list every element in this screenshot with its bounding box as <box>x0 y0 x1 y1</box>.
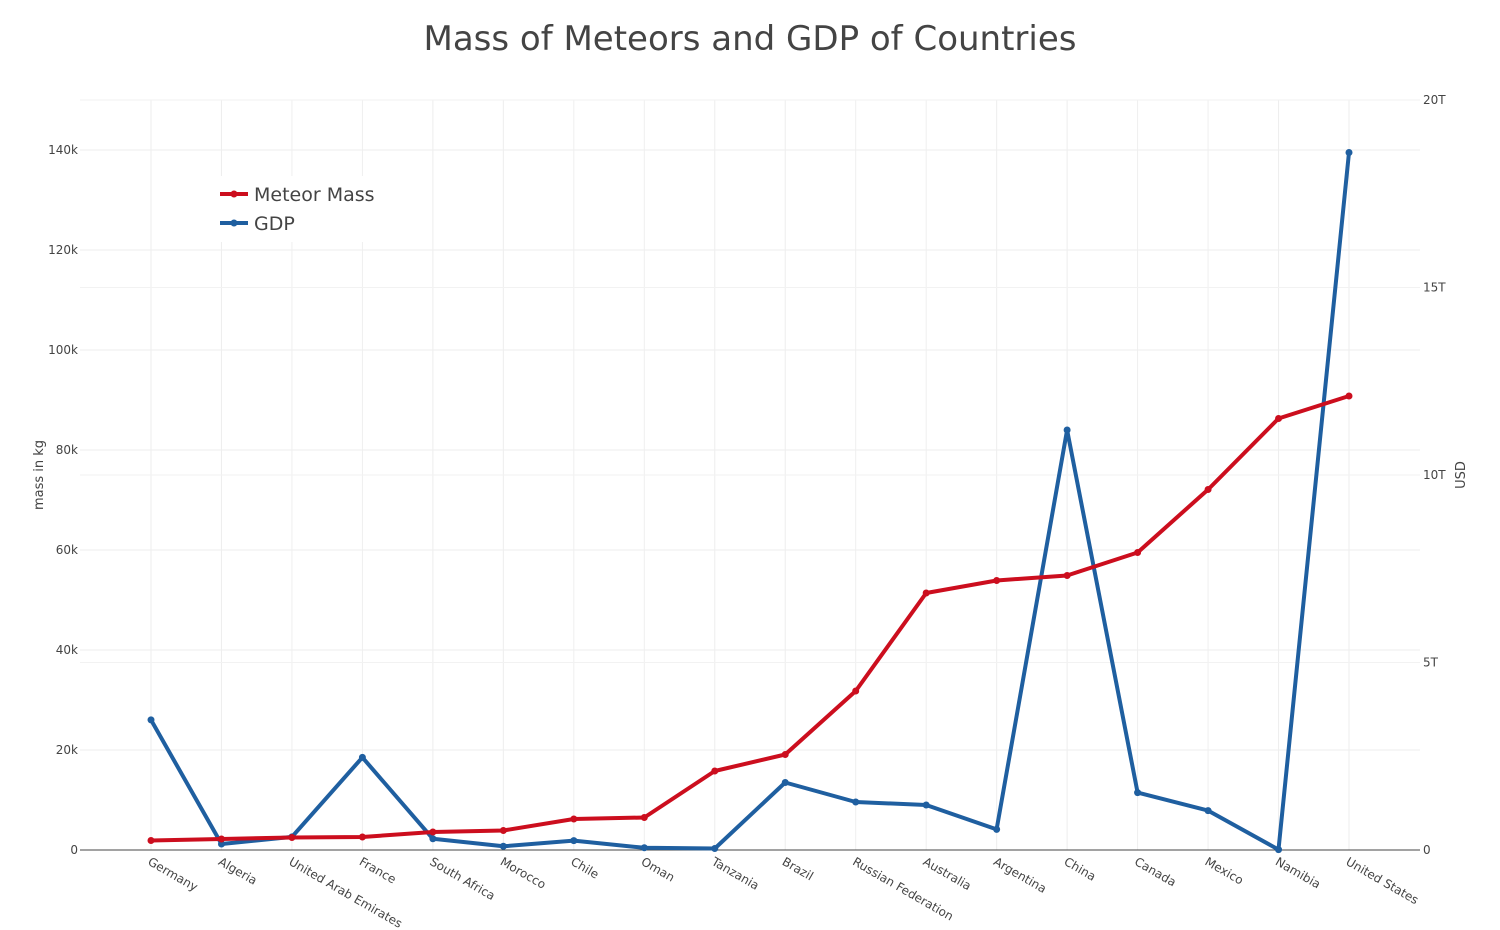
data-point-gdp[interactable] <box>499 842 507 850</box>
grid <box>80 99 1420 850</box>
y-right-tick-label: 5T <box>1423 656 1439 670</box>
x-tick-label: South Africa <box>427 854 497 903</box>
data-point-gdp[interactable] <box>993 825 1001 833</box>
data-point-gdp[interactable] <box>147 716 155 724</box>
data-point-gdp[interactable] <box>711 845 719 852</box>
data-point-gdp[interactable] <box>640 844 648 852</box>
data-point-meteor-mass[interactable] <box>499 827 507 834</box>
x-tick-label: Chile <box>568 854 601 881</box>
data-point-gdp[interactable] <box>358 753 366 761</box>
data-point-gdp[interactable] <box>570 837 578 845</box>
x-tick-label: Argentina <box>991 854 1049 895</box>
y-left-tick-label: 60k <box>56 543 78 557</box>
chart-title: Mass of Meteors and GDP of Countries <box>423 19 1076 59</box>
data-point-meteor-mass[interactable] <box>570 815 578 823</box>
legend[interactable]: Meteor Mass GDP <box>212 176 390 242</box>
x-tick-label: Algeria <box>216 854 260 887</box>
data-point-meteor-mass[interactable] <box>1134 549 1142 556</box>
series-line-gdp <box>149 150 1351 852</box>
legend-marker <box>230 190 238 198</box>
legend-background <box>212 176 390 242</box>
data-point-meteor-mass[interactable] <box>288 834 296 841</box>
x-tick-label: Mexico <box>1203 854 1246 887</box>
y-left-tick-label: 80k <box>56 443 78 457</box>
y-right-tick-label: 15T <box>1423 281 1446 295</box>
y-left-tick-label: 20k <box>56 743 78 757</box>
data-point-meteor-mass[interactable] <box>852 687 860 695</box>
data-point-gdp[interactable] <box>922 801 930 809</box>
data-point-meteor-mass[interactable] <box>1275 415 1283 422</box>
y-left-tick-label: 120k <box>48 243 78 257</box>
series-line-meteor-mass <box>149 394 1351 843</box>
x-tick-label: France <box>357 854 399 886</box>
data-point-gdp[interactable] <box>1345 149 1353 156</box>
y-right-tick-label: 10T <box>1423 468 1446 482</box>
data-point-gdp[interactable] <box>1063 426 1071 434</box>
x-tick-label: Germany <box>146 854 201 894</box>
data-point-gdp[interactable] <box>1204 807 1212 815</box>
legend-marker <box>230 219 238 227</box>
y-left-tick-label: 0 <box>70 843 78 857</box>
y-left-tick-label: 100k <box>48 343 78 357</box>
x-tick-label: Australia <box>921 854 974 893</box>
y-left-tick-label: 140k <box>48 143 78 157</box>
x-tick-label: Brazil <box>780 854 816 883</box>
data-point-meteor-mass[interactable] <box>781 751 789 758</box>
x-tick-label: United States <box>1344 854 1421 907</box>
series <box>147 149 1353 854</box>
data-point-gdp[interactable] <box>217 840 225 848</box>
data-point-meteor-mass[interactable] <box>147 837 155 844</box>
data-point-meteor-mass[interactable] <box>217 835 225 843</box>
y-right-tick-label: 20T <box>1423 93 1446 107</box>
legend-item-label[interactable]: Meteor Mass <box>254 184 375 206</box>
data-point-meteor-mass[interactable] <box>358 833 366 841</box>
data-point-gdp[interactable] <box>1275 846 1283 854</box>
x-tick-label: Canada <box>1132 854 1179 889</box>
x-tick-label: Oman <box>639 854 677 884</box>
legend-item-label[interactable]: GDP <box>254 213 295 235</box>
data-point-meteor-mass[interactable] <box>1204 486 1212 493</box>
y-left-tick-label: 40k <box>56 643 78 657</box>
data-point-meteor-mass[interactable] <box>1063 572 1071 579</box>
y-right-tick-label: 0 <box>1423 843 1431 857</box>
data-point-meteor-mass[interactable] <box>640 814 648 821</box>
x-tick-label: United Arab Emirates <box>286 854 404 930</box>
data-point-gdp[interactable] <box>429 835 437 843</box>
x-tick-label: Namibia <box>1273 854 1323 891</box>
data-point-meteor-mass[interactable] <box>993 577 1001 584</box>
x-tick-label: China <box>1062 854 1099 883</box>
data-point-meteor-mass[interactable] <box>922 589 930 597</box>
y-right-axis-title: USD <box>1454 461 1469 489</box>
data-point-gdp[interactable] <box>852 798 860 806</box>
data-point-gdp[interactable] <box>781 779 789 786</box>
data-point-meteor-mass[interactable] <box>711 767 719 775</box>
y-left-axis-title: mass in kg <box>32 440 47 510</box>
data-point-meteor-mass[interactable] <box>429 828 437 836</box>
x-tick-label: Tanzania <box>708 854 761 893</box>
data-point-meteor-mass[interactable] <box>1345 392 1353 400</box>
data-point-gdp[interactable] <box>1134 789 1142 797</box>
x-tick-label: Morocco <box>498 854 549 891</box>
